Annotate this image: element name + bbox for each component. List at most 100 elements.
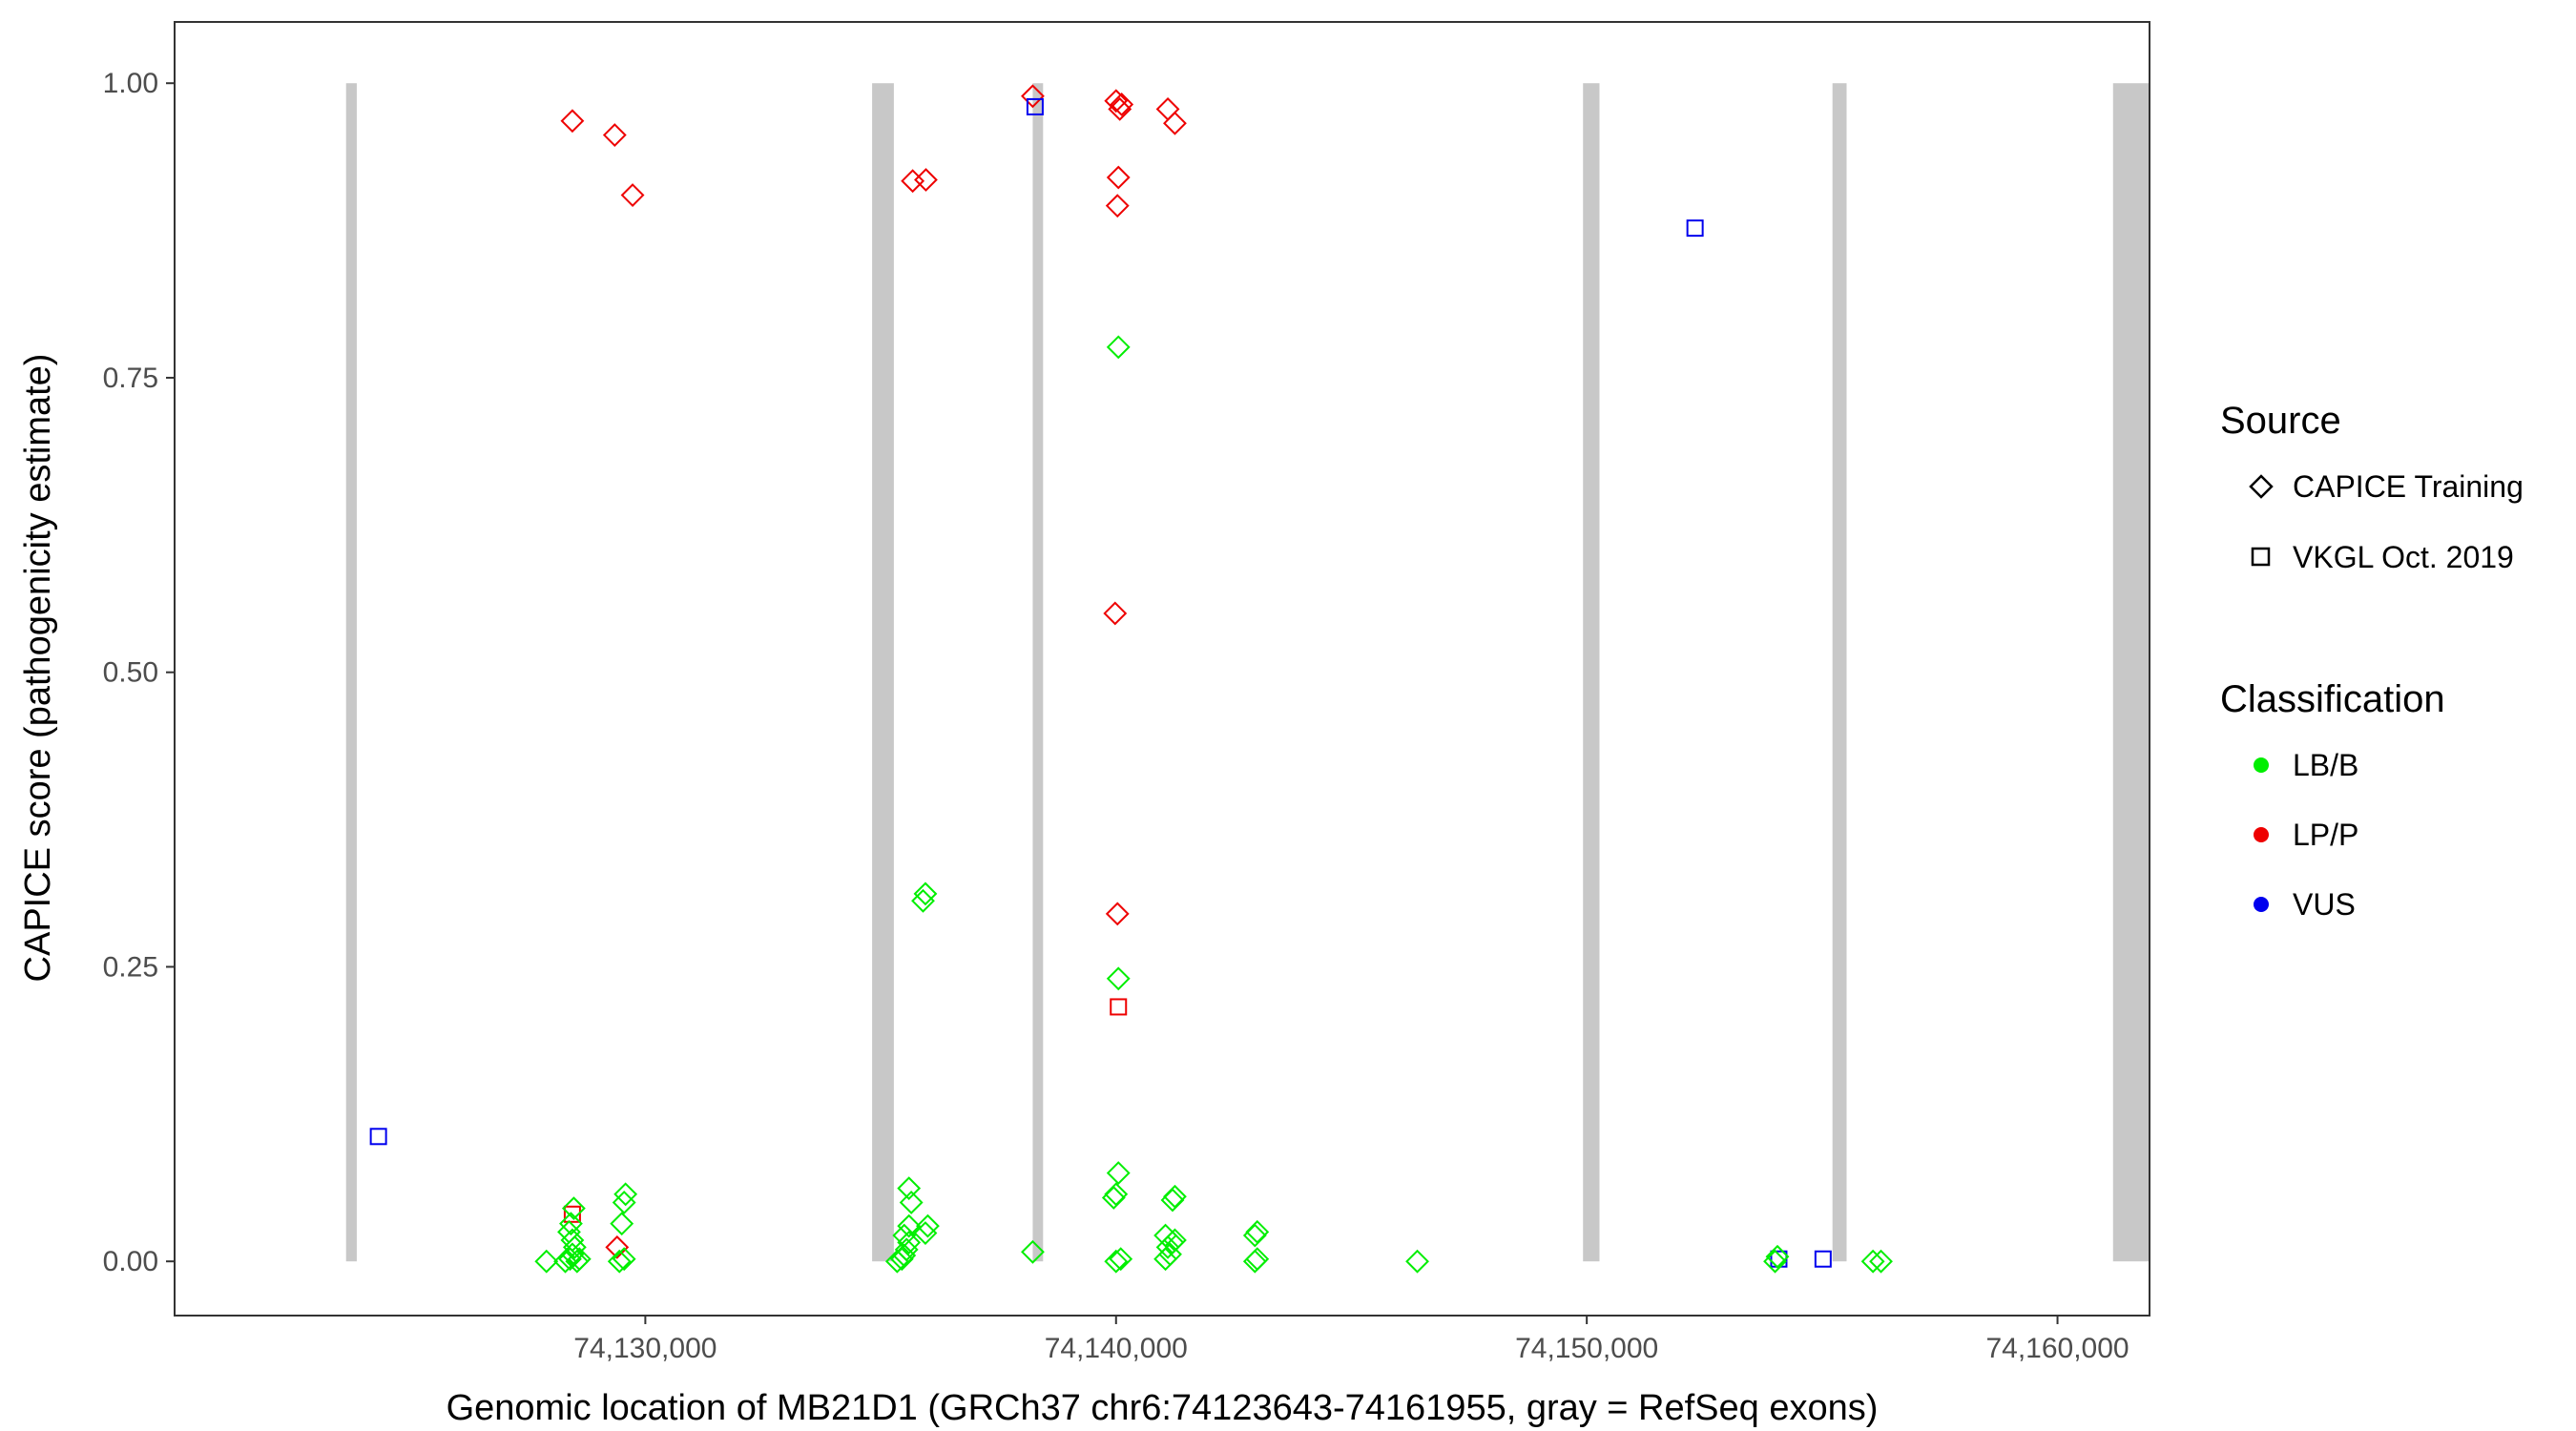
y-axis-title: CAPICE score (pathogenicity estimate): [18, 354, 58, 983]
exon-bands: [345, 83, 2150, 1262]
diamond-point-s0-p9: [1106, 165, 1131, 190]
diamond-point-s3-p32: [1101, 1186, 1126, 1210]
diamond-point-s3-p24: [897, 1176, 922, 1201]
diamond-point-s0-p2: [620, 183, 645, 207]
diamond-point-s3-p28: [913, 881, 938, 906]
x-axis-title: Genomic location of MB21D1 (GRCh37 chr6:…: [447, 1388, 1879, 1428]
diamond-point-s3-p52: [1860, 1249, 1885, 1274]
legend-label-vkgl: VKGL Oct. 2019: [2293, 540, 2514, 574]
diamond-point-s3-p5: [560, 1228, 585, 1253]
diamond-point-s3-p35: [1106, 966, 1131, 991]
diamond-point-s3-p47: [1242, 1223, 1267, 1248]
exon-band-3: [1032, 83, 1044, 1262]
diamond-point-s0-p0: [560, 109, 585, 134]
diamond-point-s0-p1: [602, 123, 627, 147]
legend-diamond-icon: [2249, 474, 2274, 499]
diamond-point-s3-p7: [559, 1212, 583, 1236]
diamond-point-s3-p37: [1153, 1247, 1177, 1272]
legend-label-lbb: LB/B: [2293, 748, 2358, 782]
diamond-point-s3-p21: [892, 1223, 917, 1248]
diamond-point-s3-p51: [1765, 1244, 1790, 1269]
square-point-s1-p0: [369, 1128, 387, 1146]
diamond-point-s3-p39: [1155, 1234, 1180, 1259]
diamond-point-s3-p44: [1163, 1184, 1187, 1209]
axes: 0.00 0.25 0.50 0.75 1.00 74,130,000 74,140,000…: [103, 68, 2129, 1364]
diamond-point-s0-p10: [1105, 194, 1130, 218]
y-tick-label: 0.25: [103, 951, 158, 983]
diamond-point-s3-p48: [1245, 1219, 1270, 1244]
diamond-point-s3-p29: [1021, 1239, 1045, 1264]
diamond-point-s3-p4: [562, 1234, 587, 1259]
legend-label-vus: VUS: [2293, 887, 2356, 922]
diamond-point-s3-p19: [894, 1237, 919, 1262]
legend-source-title: Source: [2220, 400, 2341, 442]
exon-band-2: [872, 83, 894, 1262]
legend-dot-lpp: [2254, 827, 2269, 842]
square-point-s2-p1: [1110, 998, 1128, 1016]
y-tick-label: 0.50: [103, 657, 158, 689]
square-point-s1-p1: [1026, 97, 1044, 115]
diamond-point-s0-p13: [1103, 601, 1128, 626]
diamond-point-s3-p46: [1245, 1247, 1270, 1272]
diamond-point-s0-p8: [1110, 93, 1134, 116]
diamond-point-s0-p5: [1021, 84, 1045, 109]
diamond-point-s3-p34: [1106, 1161, 1131, 1185]
diamond-point-s3-p43: [1160, 1188, 1185, 1213]
diamond-point-s3-p49: [1405, 1249, 1429, 1274]
x-tick-label: 74,130,000: [573, 1333, 717, 1364]
legend-label-capice-training: CAPICE Training: [2293, 469, 2524, 504]
legend: Source CAPICE Training VKGL Oct. 2019 Cl…: [2220, 400, 2524, 922]
diamond-point-s3-p3: [560, 1242, 585, 1267]
x-tick-label: 74,160,000: [1985, 1333, 2129, 1364]
diamond-point-s3-p30: [1104, 1249, 1129, 1274]
diamond-point-s0-p15: [605, 1234, 630, 1259]
legend-classification-title: Classification: [2220, 678, 2445, 720]
diamond-point-s3-p31: [1109, 1247, 1133, 1272]
legend-dot-vus: [2254, 897, 2269, 912]
diamond-point-s3-p38: [1158, 1242, 1182, 1267]
legend-label-lpp: LP/P: [2293, 818, 2358, 852]
diamond-point-s3-p27: [911, 888, 935, 913]
diamond-point-s0-p14: [1105, 902, 1130, 926]
diamond-point-s0-p12: [1163, 111, 1187, 135]
square-point-s2-p0: [563, 1205, 581, 1223]
legend-dot-lbb: [2254, 757, 2269, 773]
y-tick-label: 0.75: [103, 363, 158, 394]
legend-square-icon: [2251, 547, 2271, 567]
diamond-point-s0-p6: [1104, 89, 1129, 114]
exon-band-5: [1832, 83, 1847, 1262]
diamond-point-s0-p3: [901, 169, 925, 194]
diamond-point-s3-p15: [613, 1182, 638, 1207]
y-tick-label: 1.00: [103, 68, 158, 99]
diamond-point-s3-p13: [610, 1212, 634, 1236]
exon-band-6: [2112, 83, 2150, 1262]
exon-band-1: [345, 83, 357, 1262]
exon-band-4: [1583, 83, 1600, 1262]
diamond-point-s3-p10: [567, 1247, 592, 1272]
x-tick-label: 74,150,000: [1515, 1333, 1658, 1364]
diamond-point-s3-p20: [897, 1231, 922, 1255]
diamond-point-s3-p53: [1869, 1249, 1893, 1274]
y-tick-label: 0.00: [103, 1246, 158, 1277]
diamond-point-s3-p11: [607, 1249, 632, 1274]
diamond-point-s3-p25: [913, 1221, 938, 1245]
diamond-point-s3-p1: [553, 1249, 577, 1274]
x-tick-label: 74,140,000: [1045, 1333, 1188, 1364]
diamond-point-s3-p12: [612, 1247, 636, 1272]
diamond-point-s3-p41: [1163, 1228, 1187, 1253]
square-point-s1-p4: [1814, 1250, 1832, 1268]
square-point-s1-p2: [1686, 219, 1704, 238]
diamond-point-s3-p33: [1104, 1182, 1129, 1207]
diamond-point-s3-p42: [1153, 1223, 1177, 1248]
diamond-point-s3-p26: [916, 1213, 940, 1238]
diamond-point-s3-p23: [899, 1191, 924, 1214]
data-points: [369, 84, 1893, 1274]
diamond-point-s0-p11: [1155, 96, 1180, 121]
panel-border: [174, 21, 2150, 1317]
diamond-point-s3-p36: [1106, 335, 1131, 360]
diamond-point-s3-p0: [534, 1249, 559, 1274]
diamond-point-s0-p4: [914, 168, 938, 192]
diamond-point-s3-p22: [897, 1213, 922, 1238]
diamond-point-s3-p8: [561, 1196, 586, 1221]
